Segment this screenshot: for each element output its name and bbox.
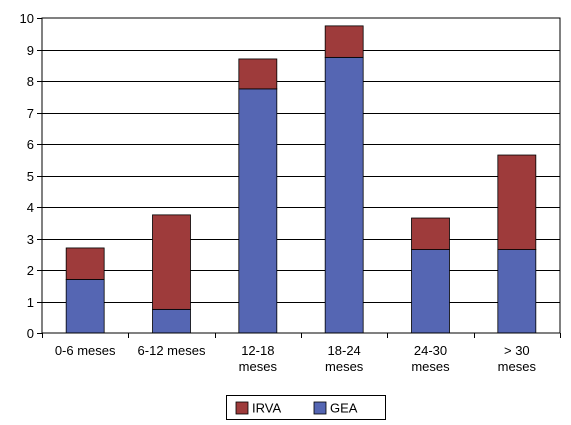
y-tick-label: 2 (27, 263, 34, 278)
y-tick-label: 0 (27, 326, 34, 341)
y-tick-label: 10 (20, 11, 34, 26)
legend-label-irva: IRVA (252, 401, 281, 416)
y-tick-label: 1 (27, 295, 34, 310)
y-tick-label: 8 (27, 74, 34, 89)
gridlines (42, 50, 560, 303)
y-tick-label: 7 (27, 106, 34, 121)
bar-irva-4 (411, 217, 450, 250)
bar-irva-0 (65, 247, 105, 280)
bars (65, 25, 537, 334)
y-tick-label: 5 (27, 169, 34, 184)
y-tick-label: 6 (27, 137, 34, 152)
axes (37, 17, 561, 338)
x-category-label: > 30 meses (498, 343, 537, 374)
bar-gea-5 (497, 249, 537, 334)
x-category-label: 24-30 meses (411, 343, 450, 374)
bar-gea-4 (411, 249, 450, 334)
labels: 0 1 2 3 4 5 6 7 8 9 10 0-6 meses 6-12 meses 12-18 mese… (20, 11, 537, 374)
x-category-label: 0-6 meses (55, 343, 116, 358)
y-tick-label: 4 (27, 200, 34, 215)
plot-area-border (41, 17, 561, 334)
x-category-label: 6-12 meses (138, 343, 206, 358)
legend-swatch-irva (235, 401, 249, 415)
bar-gea-0 (65, 279, 105, 334)
legend-swatch-gea (313, 401, 327, 415)
y-tick-label: 3 (27, 232, 34, 247)
bar-irva-3 (324, 25, 364, 58)
bar-irva-5 (497, 154, 537, 250)
x-category-label: 18-24 meses (325, 343, 364, 374)
y-tick-label: 9 (27, 43, 34, 58)
bar-gea-1 (152, 308, 191, 334)
bar-irva-2 (238, 58, 278, 90)
legend-label-gea: GEA (330, 401, 358, 416)
bar-gea-2 (238, 88, 278, 334)
bar-gea-3 (324, 56, 364, 334)
x-category-label: 12-18 meses (239, 343, 278, 374)
bar-irva-1 (152, 214, 191, 310)
legend-box (226, 395, 386, 420)
legend: IRVA GEA (226, 395, 386, 420)
